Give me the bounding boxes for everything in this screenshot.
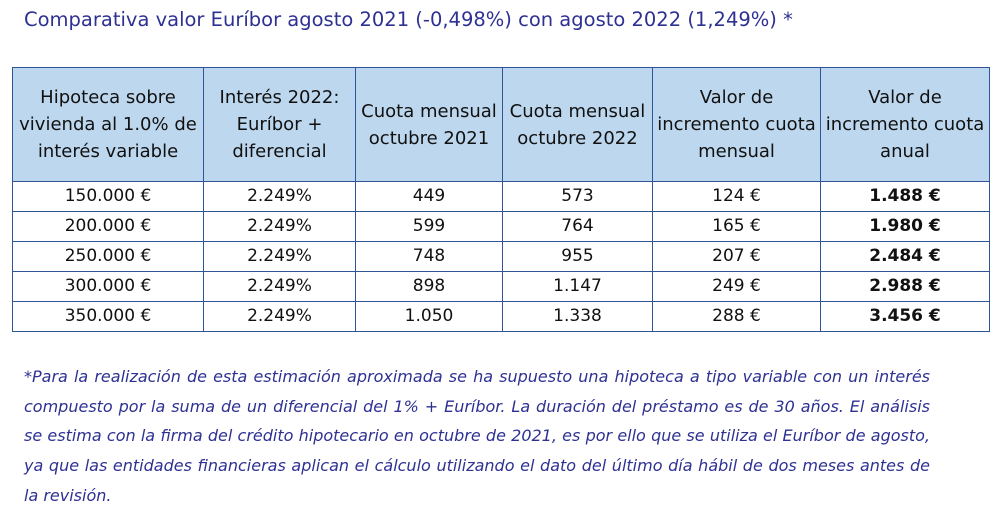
cell-cuota-2021: 898 [355,271,503,302]
cell-hipoteca: 200.000 € [12,211,204,242]
table-row: 250.000 € 2.249% 748 955 207 € 2.484 € [12,241,990,272]
cell-hipoteca: 350.000 € [12,301,204,332]
cell-cuota-2022: 764 [502,211,653,242]
cell-incremento-mensual: 288 € [652,301,821,332]
cell-cuota-2022: 1.338 [502,301,653,332]
cell-incremento-anual: 2.988 € [820,271,990,302]
header-cuota-2022: Cuota mensual octubre 2022 [502,67,653,182]
table-row: 350.000 € 2.249% 1.050 1.338 288 € 3.456… [12,301,990,332]
cell-cuota-2022: 955 [502,241,653,272]
cell-interes: 2.249% [203,181,356,212]
cell-cuota-2021: 449 [355,181,503,212]
cell-hipoteca: 300.000 € [12,271,204,302]
table-row: 150.000 € 2.249% 449 573 124 € 1.488 € [12,181,990,212]
cell-cuota-2021: 748 [355,241,503,272]
cell-cuota-2021: 599 [355,211,503,242]
footnote: *Para la realización de esta estimación … [24,367,930,505]
cell-incremento-mensual: 165 € [652,211,821,242]
page-title: Comparativa valor Euríbor agosto 2021 (-… [24,8,793,31]
cell-incremento-anual: 1.980 € [820,211,990,242]
comparison-table: Hipoteca sobre vivienda al 1.0% de inter… [12,67,990,332]
table-row: 300.000 € 2.249% 898 1.147 249 € 2.988 € [12,271,990,302]
cell-hipoteca: 250.000 € [12,241,204,272]
cell-hipoteca: 150.000 € [12,181,204,212]
cell-interes: 2.249% [203,301,356,332]
cell-incremento-mensual: 124 € [652,181,821,212]
cell-incremento-mensual: 249 € [652,271,821,302]
header-incremento-anual: Valor de incremento cuota anual [820,67,990,182]
header-cuota-2021: Cuota mensual octubre 2021 [355,67,503,182]
cell-interes: 2.249% [203,271,356,302]
cell-interes: 2.249% [203,241,356,272]
table-row: 200.000 € 2.249% 599 764 165 € 1.980 € [12,211,990,242]
header-incremento-mensual: Valor de incremento cuota mensual [652,67,821,182]
cell-cuota-2022: 573 [502,181,653,212]
header-hipoteca: Hipoteca sobre vivienda al 1.0% de inter… [12,67,204,182]
cell-interes: 2.249% [203,211,356,242]
cell-incremento-anual: 1.488 € [820,181,990,212]
cell-cuota-2021: 1.050 [355,301,503,332]
cell-cuota-2022: 1.147 [502,271,653,302]
header-row: Hipoteca sobre vivienda al 1.0% de inter… [12,67,990,182]
cell-incremento-anual: 2.484 € [820,241,990,272]
cell-incremento-anual: 3.456 € [820,301,990,332]
cell-incremento-mensual: 207 € [652,241,821,272]
header-interes: Interés 2022: Euríbor + diferencial [203,67,356,182]
